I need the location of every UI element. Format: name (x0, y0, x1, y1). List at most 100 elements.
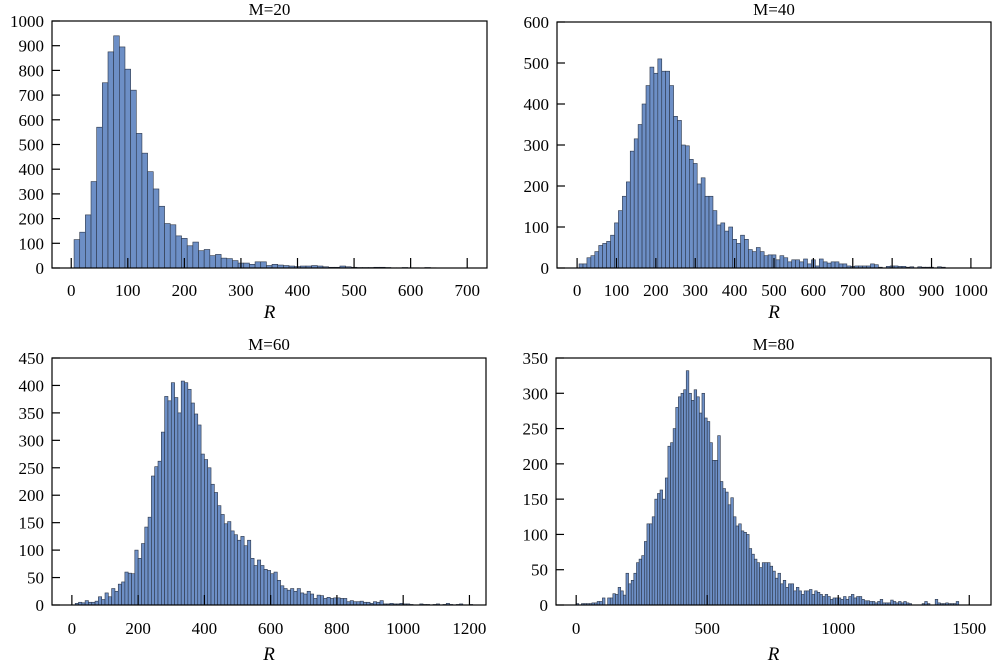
histogram-bar (243, 262, 250, 269)
histogram-bar (300, 592, 305, 606)
histogram-bar (799, 261, 804, 269)
histogram-bar (700, 177, 706, 269)
histogram-bar (233, 534, 238, 606)
histogram-bar (720, 481, 724, 606)
histogram-bar (819, 594, 823, 606)
histogram-bar (688, 392, 692, 606)
histogram-bar (785, 587, 789, 606)
histogram-bar (164, 396, 169, 606)
histogram-bar (803, 590, 808, 606)
histogram-bar (620, 590, 624, 606)
histogram-bar (130, 89, 137, 269)
histogram-bar (756, 562, 760, 606)
x-tick-label: 800 (324, 619, 350, 638)
histogram-bar (704, 195, 710, 269)
y-tick-label: 200 (19, 486, 45, 505)
histogram-bar (807, 263, 812, 269)
histogram-bar (654, 498, 658, 606)
y-tick-label: 500 (19, 136, 45, 155)
histogram-bar (117, 583, 122, 606)
histogram-bar (260, 565, 265, 606)
x-tick-label: 0 (572, 619, 581, 638)
histogram-bar (263, 569, 268, 606)
histogram-bar (174, 397, 179, 606)
histogram-bar (662, 498, 666, 606)
histogram-bar (657, 493, 661, 606)
plot-frame (51, 357, 487, 606)
histogram-bar (190, 402, 195, 606)
histogram-bar (649, 66, 655, 269)
x-tick-label: 1000 (954, 281, 988, 300)
x-tick-label: 0 (68, 619, 77, 638)
histogram-bar (890, 599, 894, 606)
histogram-bar (124, 571, 129, 606)
histogram-bar (637, 124, 643, 269)
histogram-bar (618, 210, 623, 269)
histogram-bar (748, 249, 753, 269)
histogram-bar (787, 261, 793, 269)
histogram-bar (625, 572, 629, 606)
histogram-bar (858, 596, 863, 606)
histogram-bar (177, 412, 182, 606)
histogram-bar (716, 224, 722, 269)
histogram-bar (677, 120, 682, 269)
histogram-bar (685, 370, 690, 606)
histogram-bar (824, 594, 829, 606)
y-tick-label: 350 (19, 404, 45, 423)
histogram-bar (814, 590, 818, 606)
y-tick-label: 150 (523, 490, 549, 509)
histogram-bar (827, 596, 831, 606)
histogram-bar (759, 251, 765, 269)
histogram-bar (727, 504, 732, 606)
histogram-bar (830, 599, 834, 606)
x-tick-label: 300 (228, 281, 254, 300)
histogram-bar (645, 85, 651, 269)
histogram-bar (622, 195, 627, 269)
histogram-bar (730, 497, 734, 606)
histogram-bar (254, 261, 262, 269)
x-tick-label: 0 (573, 281, 582, 300)
histogram-bar (692, 163, 698, 269)
histogram-bar (320, 595, 324, 606)
histogram-bar (861, 599, 865, 606)
histogram-bar (598, 245, 603, 269)
histogram-bar (323, 598, 328, 606)
histogram-panel-1: 0 100 200 300 400 500 600 700 0 100 200 300 400 500 60… (10, 0, 488, 323)
histogram-bar (811, 594, 815, 606)
histogram-bar (326, 597, 331, 606)
histogram-bar (691, 400, 695, 606)
histogram-bar (646, 523, 650, 606)
y-tick-label: 100 (523, 525, 549, 544)
histogram-bar (578, 263, 584, 269)
histogram-bar (779, 255, 785, 269)
histogram-bar (220, 514, 225, 606)
x-axis-label: R (263, 302, 276, 323)
histogram-bar (610, 234, 615, 269)
chart-title: M=20 (249, 0, 291, 19)
histogram-bar (101, 599, 106, 606)
y-tick-label: 700 (19, 86, 45, 105)
histogram-bar (683, 389, 687, 606)
histogram-bar (154, 466, 159, 606)
histogram-bar (141, 543, 146, 606)
x-tick-label: 0 (67, 281, 76, 300)
histogram-bar (788, 583, 792, 606)
histogram-bar (257, 559, 262, 606)
y-tick-label: 400 (524, 95, 550, 114)
y-tick-label: 600 (524, 13, 550, 32)
histogram-bar (158, 205, 165, 269)
y-tick-label: 50 (27, 569, 44, 588)
histogram-bar (175, 235, 182, 269)
histogram-bar (207, 467, 212, 606)
histogram-bar (200, 453, 205, 606)
histogram-bar (644, 541, 648, 606)
histogram-bar (379, 600, 384, 606)
histogram-bar (740, 530, 745, 606)
histogram-bar (164, 223, 171, 269)
histogram-bar (247, 539, 252, 606)
histogram-bar (689, 159, 694, 269)
y-tick-label: 300 (523, 384, 549, 403)
histogram-bar (822, 596, 826, 606)
x-tick-label: 500 (694, 619, 720, 638)
histogram-bar (283, 588, 288, 606)
